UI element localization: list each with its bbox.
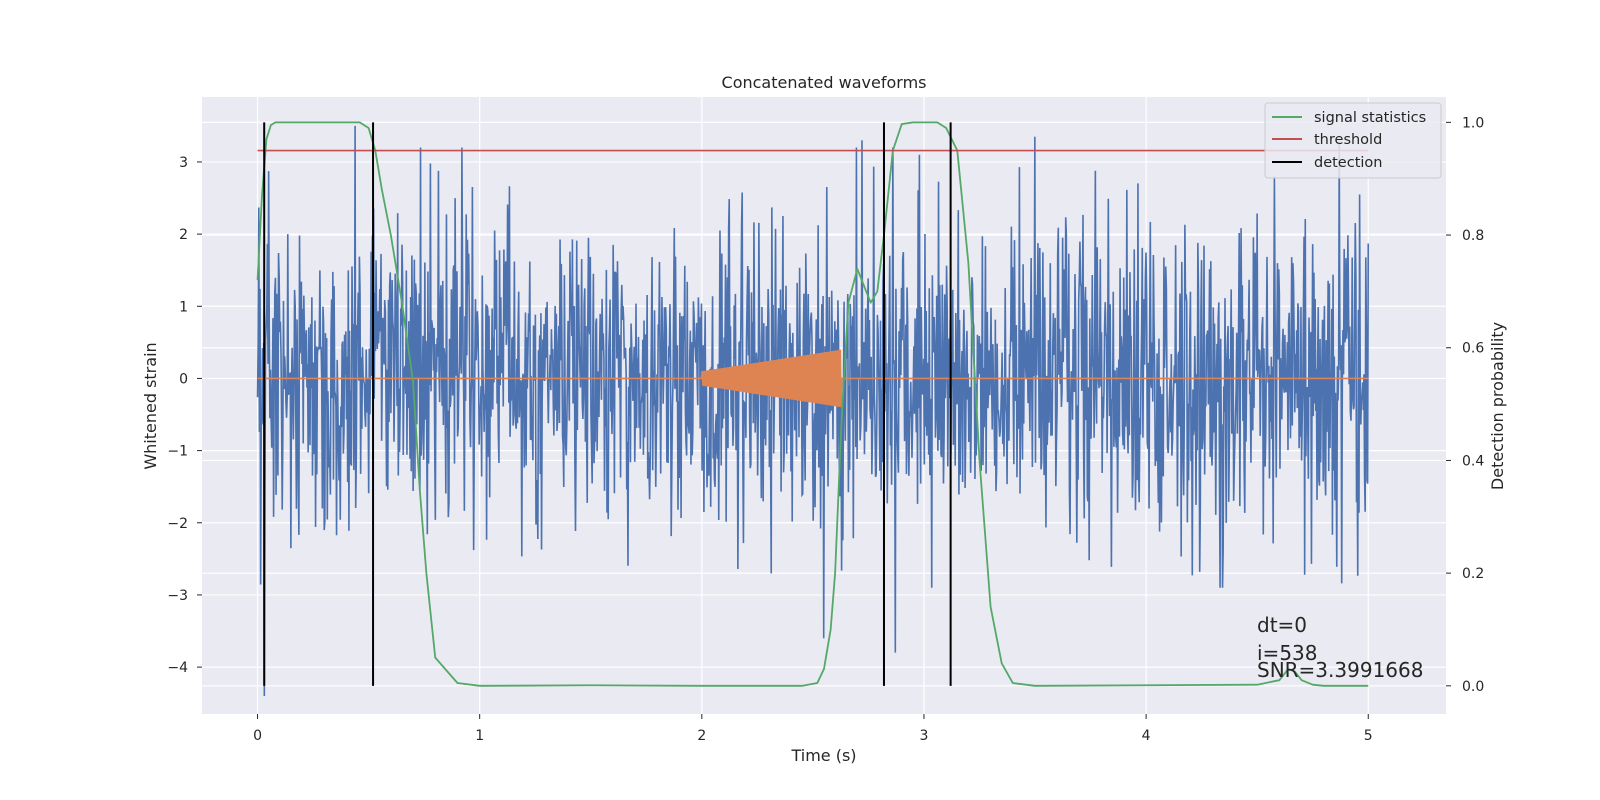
x-tick-label: 2 [697, 728, 706, 744]
annotation-index: i=538 [1257, 641, 1318, 665]
y-tick-label-left: 0 [179, 371, 188, 387]
legend-label-signal-statistics: signal statistics [1314, 110, 1426, 126]
y-tick-label-right: 0.8 [1462, 228, 1484, 244]
x-tick-label: 5 [1364, 728, 1373, 744]
chirp-series-line [257, 349, 1369, 408]
x-tick-label: 3 [920, 728, 929, 744]
y-tick-label-left: −4 [167, 660, 188, 676]
chart-title: Concatenated waveforms [722, 73, 927, 92]
y-tick-label-right: 1.0 [1462, 115, 1484, 131]
y-tick-label-left: −1 [167, 444, 188, 460]
y-axis-label-right: Detection probability [1488, 322, 1507, 490]
noise-series-line [256, 125, 1370, 696]
y-tick-label-left: 1 [179, 299, 188, 315]
legend-label-threshold: threshold [1314, 132, 1382, 148]
y-tick-label-right: 0.6 [1462, 341, 1484, 357]
annotation-dt: dt=0 [1257, 613, 1307, 637]
y-tick-label-left: −3 [167, 588, 188, 604]
legend-box [1264, 102, 1442, 179]
legend-label-detection: detection [1314, 155, 1382, 171]
x-axis-label: Time (s) [790, 746, 856, 765]
x-tick-label: 1 [475, 728, 484, 744]
y-tick-label-right: 0.4 [1462, 453, 1484, 469]
y-tick-label-right: 0.2 [1462, 566, 1484, 582]
y-tick-label-left: 2 [179, 227, 188, 243]
y-axis-label-left: Whitened strain [141, 342, 160, 469]
signal-statistics-line [256, 121, 1369, 687]
plot-series [256, 121, 1370, 696]
x-tick-label: 4 [1142, 728, 1151, 744]
y-tick-label-left: 3 [179, 155, 188, 171]
legend: signal statistics threshold detection [1264, 102, 1442, 179]
annotation-snr: SNR=3.3991668 [1257, 658, 1423, 682]
axes-ticks: 0 1 2 3 4 5 −4 −3 −2 −1 0 1 2 3 0.0 0.2 0.4 0.6 0.8 1.0 [167, 115, 1484, 744]
x-tick-label: 0 [253, 728, 262, 744]
y-tick-label-right: 0.0 [1462, 679, 1484, 695]
y-tick-label-left: −2 [167, 516, 188, 532]
